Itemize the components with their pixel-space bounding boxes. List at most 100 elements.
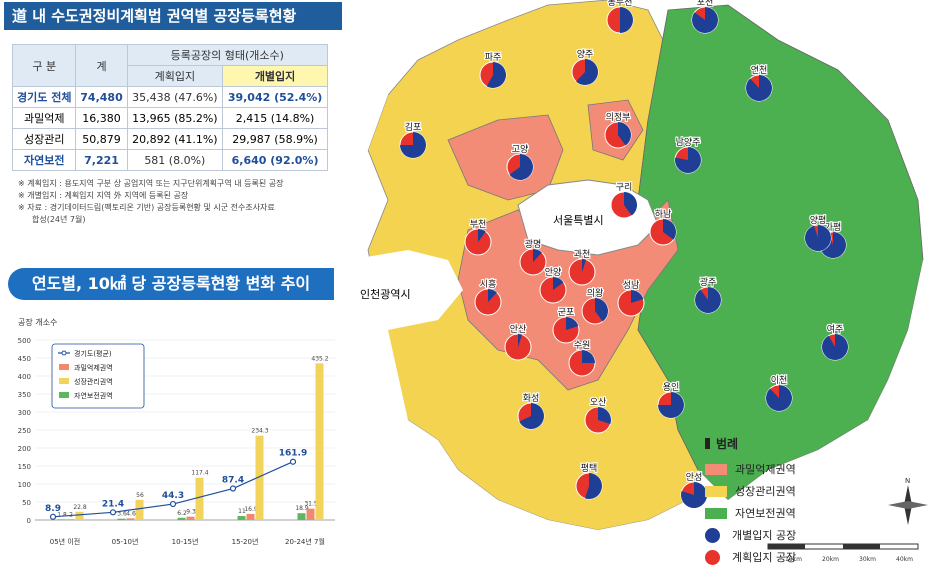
svg-text:N: N [905, 477, 910, 485]
bar-value-label: 435.2 [311, 355, 328, 362]
city-label: 광명 [525, 238, 542, 250]
city-label: 과천 [574, 249, 591, 260]
city-pie-individual [519, 403, 544, 429]
legend-swatch [705, 463, 727, 475]
chart-legend [51, 343, 145, 409]
city-label: 화성 [523, 393, 540, 404]
legend-swatch [59, 392, 69, 398]
y-tick-label: 50 [22, 499, 31, 507]
line-value-label: 21.4 [102, 499, 124, 509]
row-total: 7,221 [75, 149, 128, 171]
bar-value-label: 9.3 [186, 509, 196, 516]
row-label: 자연보전 [11, 149, 77, 171]
y-tick-label: 250 [18, 427, 31, 435]
legend-label: 성장관리권역 [735, 485, 796, 498]
city-label: 양평 [810, 215, 827, 226]
legend-label: 과밀억제권역 [735, 463, 796, 476]
city-label: 오산 [590, 397, 607, 408]
legend-point-swatch [61, 350, 67, 356]
chart-bar [57, 519, 66, 520]
city-pie-individual [618, 122, 631, 146]
x-tick-label: 20-24년 7월 [285, 537, 325, 546]
city-pie-individual [486, 62, 506, 89]
scale-label: 40km [896, 556, 913, 563]
y-tick-label: 0 [27, 517, 31, 525]
line-point [49, 513, 57, 520]
city-pie-individual [509, 154, 533, 181]
bar-value-label: 6.2 [177, 510, 187, 517]
row-label: 과밀억제 [11, 107, 77, 129]
city-label: 평택 [581, 463, 598, 474]
legend-label: 자연보전권역 [735, 507, 796, 520]
page-title: 道 내 수도권정비계획법 권역별 공장등록현황 [4, 2, 342, 30]
chart-bar [306, 508, 315, 520]
row-planned: 581 (8.0%) [126, 149, 224, 171]
city-pie-individual [553, 277, 564, 290]
city-pie-individual [584, 473, 602, 499]
city-label: 동두천 [608, 0, 633, 8]
row-planned: 20,892 (41.1%) [126, 128, 224, 150]
bar-value-label: 3.6 [117, 511, 127, 518]
city-pie-individual [582, 350, 595, 363]
city-pie-individual [582, 259, 587, 272]
row-total: 74,480 [75, 86, 128, 108]
bar-value-label: 117.4 [191, 470, 208, 477]
col-header-type: 등록공장의 형태(개소수) [126, 44, 329, 66]
city-pie-individual [663, 219, 676, 240]
row-label: 성장관리 [11, 128, 77, 150]
chart-bar [126, 518, 135, 520]
legend-item: 계획입지 공장 [705, 546, 865, 568]
city-label: 양주 [577, 49, 594, 60]
legend-item: 과밀억제권역 [705, 458, 865, 480]
x-tick-label: 05년 이전 [50, 537, 80, 546]
city-label: 시흥 [480, 278, 497, 290]
row-individual: 2,415 (14.8%) [222, 107, 328, 129]
bar-value-label: 22.8 [73, 504, 87, 511]
chart-bar [177, 517, 186, 520]
x-tick-label: 10-15년 [172, 537, 199, 546]
note-line: 합성(24년 7월) [32, 215, 86, 224]
row-individual: 29,987 (58.9%) [222, 128, 328, 150]
y-tick-label: 100 [18, 481, 31, 489]
legend-label: 성장관리권역 [74, 377, 113, 386]
city-label: 부천 [470, 219, 487, 230]
bar-value-label: 31.5 [304, 501, 318, 508]
chart-bar [237, 516, 246, 520]
line-point [109, 509, 117, 516]
legend-label: 과밀억제권역 [74, 363, 113, 372]
city-pie-individual [478, 229, 486, 242]
scale-bar [767, 543, 919, 550]
row-planned: 13,965 (85.2%) [126, 107, 224, 129]
legend-swatch [59, 364, 69, 370]
chart-bar [117, 518, 126, 520]
bar-value-label: 18.9 [295, 505, 309, 512]
city-label: 수원 [574, 340, 591, 351]
table-row: 과밀억제 16,380 13,965 (85.2%) 2,415 (14.8%) [11, 107, 328, 129]
legend-swatch [705, 507, 727, 519]
legend-item: 개별입지 공장 [705, 524, 865, 546]
city-label: 파주 [485, 52, 502, 63]
city-label: 구리 [616, 182, 633, 193]
overpop-zone-north [447, 114, 564, 201]
city-label: 안산 [510, 324, 527, 335]
legend-label: 경기도(평균) [74, 349, 112, 358]
city-pie-individual [681, 482, 707, 509]
city-pie-individual [400, 132, 426, 158]
city-label: 의왕 [587, 288, 604, 299]
legend-dot [705, 527, 720, 543]
city-pie-individual [624, 192, 637, 216]
bar-value-label: 1.8 [57, 511, 67, 518]
city-label: 연천 [751, 65, 768, 76]
city-pie-individual [595, 298, 608, 322]
line-value-label: 44.3 [162, 491, 184, 501]
legend-label: 계획입지 공장 [732, 551, 797, 564]
city-pie-individual [695, 287, 721, 313]
city-pie-individual [620, 7, 633, 33]
city-pie-individual [822, 334, 849, 360]
col-header-planned: 계획입지 [126, 65, 224, 87]
row-label: 경기도 전체 [11, 86, 77, 108]
city-pie-individual [488, 289, 497, 302]
legend-label: 개별입지 공장 [732, 529, 797, 542]
